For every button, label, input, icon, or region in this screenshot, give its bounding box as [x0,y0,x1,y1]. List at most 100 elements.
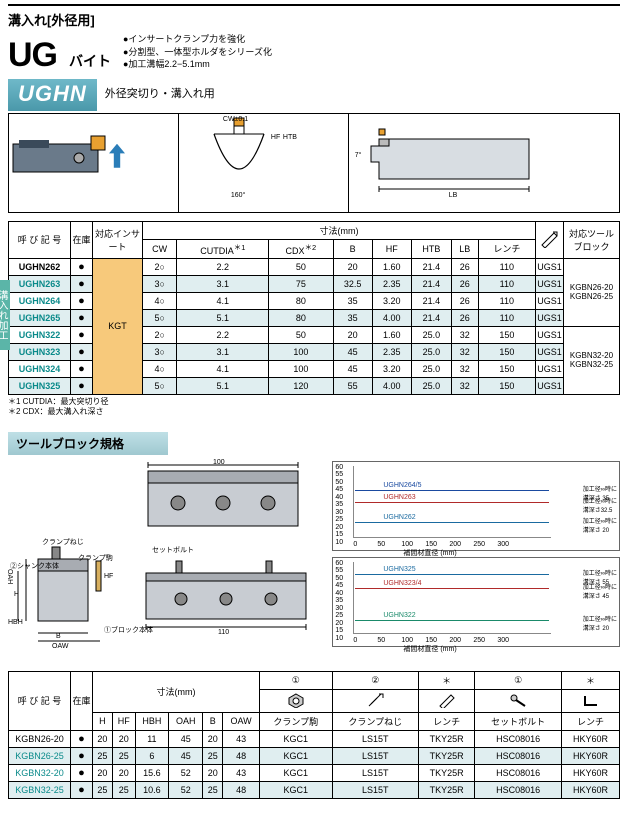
th2-stock: 在庫 [71,671,93,730]
cell-cw: 4.1 [177,360,269,377]
cell-cdx: 45 [333,343,372,360]
cell-cw: 4.1 [177,292,269,309]
cell-b: 2.35 [372,343,411,360]
lbl-oah: OAH [6,569,13,584]
cell-lb: 110 [478,258,535,275]
cell-w2: HKY60R [562,747,620,764]
cell-wrench: UGS1 [536,309,564,326]
cell-hbh: 11 [135,730,169,747]
deg7-label: 7° [355,152,362,159]
cell-hf: 25.0 [411,360,451,377]
chart-series [355,588,549,590]
wrench-icon-2 [418,689,474,712]
th-wrench: レンチ [478,239,535,258]
th2-model: 呼 び 記 号 [9,671,71,730]
ytick: 30 [335,605,343,612]
chart-series [355,620,549,622]
th2-dims: 寸法(mm) [93,671,260,712]
cell-g: 3○ [143,343,177,360]
cell-hf: 25.0 [411,377,451,394]
th-b: B [333,239,372,258]
th-model: 呼 び 記 号 [9,221,71,258]
cell-hbh: 6 [135,747,169,764]
cell-oaw: 43 [223,730,260,747]
th2-oah: OAH [169,712,203,730]
th2-b: B [203,712,223,730]
cell-stock: ● [71,275,93,292]
ytick: 25 [335,612,343,619]
table-row: UGHN262●KGT2○2.250201.6021.426110UGS1KGB… [9,258,620,275]
cw-label: CW±0.1 [223,116,248,123]
cell-hf: 21.4 [411,258,451,275]
xtick: 150 [425,637,437,644]
cell-oah: 45 [169,730,203,747]
cell-g: 2○ [143,258,177,275]
cell-cw: 2.2 [177,258,269,275]
cell-cutdia: 50 [269,326,333,343]
cell-model: UGHN262 [9,258,71,275]
series-note: 加工径∞時に 溝深さ 20 [583,614,617,632]
cell-htb: 32 [451,360,478,377]
side-tab: 溝入れ加工 [0,280,10,350]
table-row: KGBN32-25●252510.6522548KGC1LS15TTKY25RH… [9,781,620,798]
ug-heading: UG [8,36,57,75]
cell-cutdia: 75 [269,275,333,292]
table-row: KGBN26-20●202011452043KGC1LS15TTKY25RHSC… [9,730,620,747]
ytick: 55 [335,471,343,478]
cell-model: UGHN265 [9,309,71,326]
cell-htb: 32 [451,377,478,394]
bullet: ●分割型、一体型ホルダをシリーズ化 [123,46,272,59]
cell-cutdia: 80 [269,309,333,326]
cell-c2: LS15T [332,730,418,747]
xtick: 150 [425,541,437,548]
cell-hf: 20 [112,764,135,781]
cell-w1: TKY25R [418,781,474,798]
ytick: 30 [335,509,343,516]
cell-tb: KGBN32-20 KGBN32-25 [564,326,620,394]
bullet: ●インサートクランプ力を強化 [123,33,272,46]
lbl-h: H [14,591,19,598]
cell-wrench: UGS1 [536,377,564,394]
cell-w1: TKY25R [418,730,474,747]
cell-c2: LS15T [332,747,418,764]
cell-g: 4○ [143,360,177,377]
toolblock-drawings: 100 クランプねじ ②シャンク本体 クランプ駒 OAH H HBH B OAW… [8,461,324,661]
cell-model: KGBN26-20 [9,730,71,747]
hexkey-icon [562,689,620,712]
spec-table-2: 呼 び 記 号 在庫 寸法(mm) ① ② ＊ ① ＊ H HF HBH OAH… [8,671,620,799]
ytick: 15 [335,627,343,634]
lbl-shank: ②シャンク本体 [10,561,59,571]
th-toolblock: 対応ツールブロック [564,221,620,258]
cell-oaw: 48 [223,747,260,764]
cell-lb: 150 [478,360,535,377]
cell-cw: 5.1 [177,377,269,394]
cell-w2: HKY60R [562,764,620,781]
cell-cdx: 32.5 [333,275,372,292]
ytick: 15 [335,531,343,538]
chart-2: 6055504540353025201510050100150200250300… [332,557,620,647]
ytick: 45 [335,486,343,493]
cell-insert: KGT [93,258,143,394]
chart-series [355,490,549,492]
cell-cw: 3.1 [177,343,269,360]
ytick: 50 [335,479,343,486]
cell-b: 4.00 [372,377,411,394]
xtick: 50 [377,637,385,644]
cell-htb: 26 [451,292,478,309]
cell-htb: 26 [451,309,478,326]
section-toolblock: ツールブロック規格 [8,432,168,455]
screw-icon [332,689,418,712]
th2-c1n2: ① [475,671,562,689]
th2-c1n: ① [259,671,332,689]
cell-stock: ● [71,309,93,326]
note: ＊1 CUTDIA：最大突切り径 [8,397,620,407]
xtick: 300 [497,637,509,644]
cell-g: 3○ [143,275,177,292]
page-title: 溝入れ[外径用] [8,8,620,31]
th-cdx: CDX＊2 [269,239,333,258]
spec-table-1: 呼 び 記 号 在庫 対応インサート 寸法(mm) 対応ツールブロック CW C… [8,221,620,395]
diagram-row: CW±0.1 HF HTB 160° 7° LB [8,113,620,213]
ytick: 20 [335,524,343,531]
cell-c1: KGC1 [259,781,332,798]
ytick: 50 [335,575,343,582]
